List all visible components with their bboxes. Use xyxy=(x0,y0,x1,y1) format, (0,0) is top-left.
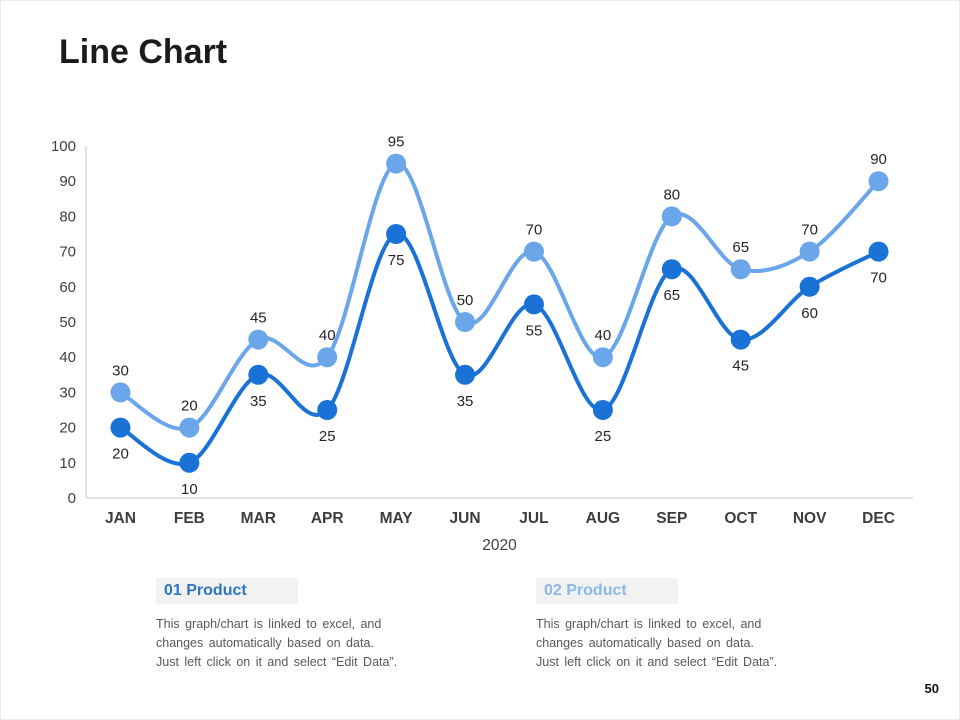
data-label: 25 xyxy=(595,428,612,445)
series-02-product-line xyxy=(118,161,881,431)
data-label: 70 xyxy=(801,222,818,239)
series-01-product-marker xyxy=(799,276,820,297)
data-label: 80 xyxy=(663,186,680,203)
data-label: 10 xyxy=(181,481,198,498)
series-01-product-marker xyxy=(455,364,476,385)
data-label: 45 xyxy=(250,310,267,327)
legend-description-line: Just left click on it and select “Edit D… xyxy=(536,655,778,669)
series-02-product-marker xyxy=(799,241,820,262)
series-01-product-marker xyxy=(868,241,889,262)
y-tick-label: 70 xyxy=(59,244,76,261)
page-title: Line Chart xyxy=(59,33,228,71)
series-01-product-marker xyxy=(179,452,200,473)
legend-description-line: This graph/chart is linked to excel, and xyxy=(156,617,382,631)
series-02-product-marker xyxy=(523,241,544,262)
series-02-product-marker xyxy=(179,417,200,438)
x-month-label: FEB xyxy=(174,510,205,527)
data-label: 35 xyxy=(250,393,267,410)
y-tick-label: 100 xyxy=(51,138,76,155)
legend-description-line: Just left click on it and select “Edit D… xyxy=(156,655,398,669)
y-tick-label: 30 xyxy=(59,384,76,401)
y-tick-label: 10 xyxy=(59,455,76,472)
y-tick-label: 0 xyxy=(68,490,76,507)
legend-label-product-02: 02 Product xyxy=(536,578,678,604)
x-month-label: DEC xyxy=(862,510,895,527)
x-month-label: OCT xyxy=(724,510,757,527)
data-label: 55 xyxy=(526,322,543,339)
data-label: 25 xyxy=(319,428,336,445)
series-01-product-marker xyxy=(110,417,131,438)
data-label: 70 xyxy=(870,270,887,287)
x-month-label: APR xyxy=(311,510,344,527)
page-number: 50 xyxy=(924,681,939,696)
legend-description-product-01: This graph/chart is linked to excel, and… xyxy=(156,615,476,672)
x-month-label: AUG xyxy=(586,510,620,527)
series-02-product-marker xyxy=(868,171,889,192)
y-tick-label: 50 xyxy=(59,314,76,331)
x-axis-year-label: 2020 xyxy=(482,537,517,554)
series-02-product-marker xyxy=(592,347,613,368)
data-label: 35 xyxy=(457,393,474,410)
data-label: 65 xyxy=(732,239,749,256)
series-02-product-marker xyxy=(455,312,476,332)
series-01-product-marker xyxy=(317,400,338,420)
legend-label-product-01: 01 Product xyxy=(156,578,298,604)
series-01-product-marker xyxy=(661,259,682,280)
series-01-product-marker xyxy=(523,294,544,315)
data-label: 50 xyxy=(457,292,474,309)
legend-description-line: changes automatically based on data. xyxy=(156,636,374,650)
data-label: 65 xyxy=(663,287,680,304)
legend-description-line: changes automatically based on data. xyxy=(536,636,754,650)
data-label: 20 xyxy=(112,446,129,463)
series-01-product-marker xyxy=(248,364,269,385)
series-01-product-marker xyxy=(730,329,751,350)
data-label: 45 xyxy=(732,358,749,375)
data-label: 90 xyxy=(870,151,887,168)
x-month-label: MAY xyxy=(380,510,414,527)
data-label: 60 xyxy=(801,305,818,322)
x-month-label: NOV xyxy=(793,510,827,527)
legend-block-product-02: 02 Product This graph/chart is linked to… xyxy=(536,578,856,672)
y-tick-label: 40 xyxy=(59,349,76,366)
series-01-product-marker xyxy=(592,400,613,420)
data-label: 40 xyxy=(319,327,336,344)
y-tick-label: 60 xyxy=(59,279,76,296)
series-02-product-marker xyxy=(317,347,338,368)
data-label: 30 xyxy=(112,362,129,379)
legend-description-line: This graph/chart is linked to excel, and xyxy=(536,617,762,631)
x-month-label: SEP xyxy=(656,510,687,527)
y-tick-label: 20 xyxy=(59,420,76,437)
series-02-product-marker xyxy=(248,329,269,350)
data-label: 75 xyxy=(388,252,405,269)
data-label: 95 xyxy=(388,134,405,151)
series-02-product-marker xyxy=(110,382,131,403)
legend-block-product-01: 01 Product This graph/chart is linked to… xyxy=(156,578,476,672)
series-02-product-marker xyxy=(386,153,407,174)
x-month-label: JUN xyxy=(450,510,481,527)
series-01-product-marker xyxy=(386,224,407,244)
x-month-label: JUL xyxy=(519,510,548,527)
x-month-label: MAR xyxy=(241,510,276,527)
data-label: 40 xyxy=(595,327,612,344)
x-month-label: JAN xyxy=(105,510,136,527)
series-02-product-marker xyxy=(730,259,751,280)
series-02-product-marker xyxy=(661,206,682,227)
data-label: 20 xyxy=(181,398,198,415)
y-tick-label: 80 xyxy=(59,208,76,225)
y-tick-label: 90 xyxy=(59,173,76,190)
legend-description-product-02: This graph/chart is linked to excel, and… xyxy=(536,615,856,672)
data-label: 70 xyxy=(526,222,543,239)
